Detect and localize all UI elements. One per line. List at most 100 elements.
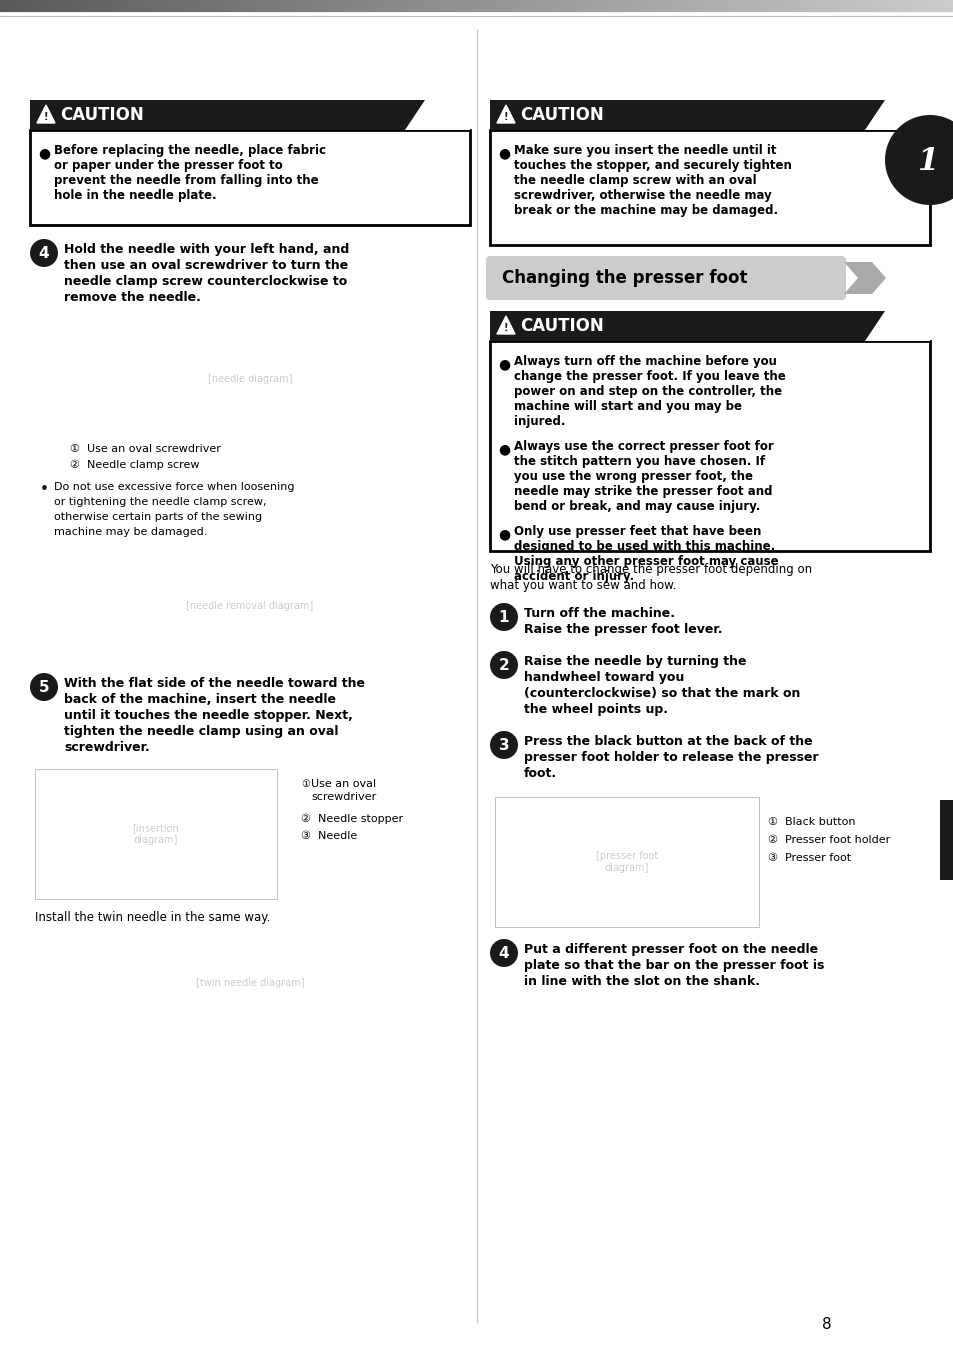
Bar: [861, 0, 862, 14]
Bar: [864, 0, 865, 14]
Bar: [667, 0, 668, 14]
Bar: [950, 0, 951, 14]
Text: prevent the needle from falling into the: prevent the needle from falling into the: [54, 174, 318, 187]
Bar: [501, 0, 502, 14]
Bar: [117, 0, 118, 14]
Bar: [655, 0, 656, 14]
Text: Raise the needle by turning the: Raise the needle by turning the: [523, 654, 745, 668]
Bar: [374, 0, 375, 14]
Bar: [139, 0, 140, 14]
Bar: [871, 0, 872, 14]
Bar: [601, 0, 602, 14]
Bar: [128, 0, 129, 14]
Bar: [50, 554, 450, 658]
Bar: [621, 0, 622, 14]
Bar: [287, 0, 288, 14]
Bar: [566, 0, 567, 14]
Bar: [210, 0, 211, 14]
Bar: [48, 0, 49, 14]
Bar: [203, 0, 204, 14]
Bar: [386, 0, 387, 14]
Bar: [221, 0, 222, 14]
Bar: [153, 0, 154, 14]
Bar: [530, 0, 531, 14]
Bar: [344, 0, 345, 14]
Bar: [409, 0, 410, 14]
Bar: [189, 0, 190, 14]
Bar: [450, 0, 451, 14]
Bar: [211, 0, 212, 14]
Bar: [894, 0, 895, 14]
Bar: [137, 0, 138, 14]
Bar: [9, 0, 10, 14]
Text: Changing the presser foot: Changing the presser foot: [501, 269, 747, 287]
Bar: [720, 0, 721, 14]
Bar: [599, 0, 600, 14]
Bar: [917, 0, 918, 14]
Bar: [946, 0, 947, 14]
Bar: [224, 0, 225, 14]
Bar: [393, 0, 394, 14]
Bar: [911, 0, 912, 14]
Bar: [766, 0, 767, 14]
Bar: [317, 0, 318, 14]
Bar: [522, 0, 523, 14]
Text: the wheel points up.: the wheel points up.: [523, 703, 667, 717]
Bar: [66, 0, 67, 14]
Bar: [19, 0, 20, 14]
Bar: [451, 0, 452, 14]
Bar: [467, 0, 468, 14]
Bar: [908, 0, 909, 14]
Bar: [248, 0, 249, 14]
Bar: [673, 0, 675, 14]
Bar: [758, 0, 759, 14]
Bar: [646, 0, 647, 14]
Bar: [556, 0, 557, 14]
Bar: [906, 0, 907, 14]
Bar: [774, 0, 775, 14]
Bar: [309, 0, 310, 14]
Text: 1: 1: [917, 146, 938, 177]
Bar: [437, 0, 438, 14]
Bar: [686, 0, 687, 14]
Bar: [174, 0, 175, 14]
Bar: [624, 0, 625, 14]
Bar: [636, 0, 637, 14]
Bar: [248, 0, 249, 14]
Bar: [744, 0, 745, 14]
Bar: [38, 0, 39, 14]
Bar: [463, 0, 464, 14]
Bar: [163, 0, 164, 14]
Bar: [338, 0, 339, 14]
Bar: [566, 0, 567, 14]
Bar: [20, 0, 21, 14]
Bar: [449, 0, 450, 14]
Bar: [662, 0, 663, 14]
Bar: [459, 0, 460, 14]
Bar: [834, 0, 835, 14]
Bar: [944, 0, 945, 14]
Bar: [77, 0, 78, 14]
Bar: [743, 0, 744, 14]
Bar: [516, 0, 517, 14]
Bar: [257, 0, 258, 14]
Bar: [778, 0, 779, 14]
Bar: [271, 0, 272, 14]
Bar: [19, 0, 20, 14]
Bar: [726, 0, 727, 14]
Bar: [914, 0, 915, 14]
Bar: [359, 0, 360, 14]
Bar: [457, 0, 458, 14]
Bar: [245, 0, 246, 14]
Bar: [424, 0, 426, 14]
Bar: [14, 0, 15, 14]
Bar: [627, 0, 628, 14]
Bar: [186, 0, 187, 14]
Bar: [96, 0, 97, 14]
Bar: [273, 0, 274, 14]
Bar: [937, 0, 938, 14]
Bar: [675, 0, 676, 14]
Bar: [889, 0, 890, 14]
Bar: [894, 0, 895, 14]
Bar: [184, 0, 185, 14]
